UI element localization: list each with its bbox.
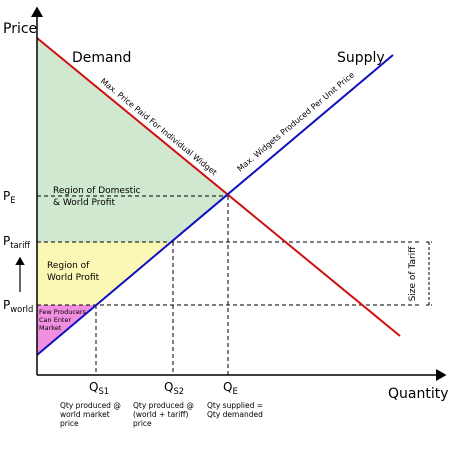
region-label: Region of Domestic bbox=[53, 186, 141, 196]
tariff-bracket bbox=[426, 241, 432, 306]
tariff-label: Size of Tariff bbox=[408, 246, 418, 302]
x-axis-label: Quantity bbox=[388, 386, 449, 402]
price-label: Pworld bbox=[3, 298, 33, 314]
price-label-sub: world bbox=[10, 304, 33, 314]
price-label: Ptariff bbox=[3, 234, 30, 250]
quantity-label: QS2 bbox=[164, 380, 184, 396]
quantity-caption: Qty produced @ bbox=[133, 401, 194, 410]
quantity-label-sub: S1 bbox=[98, 386, 109, 396]
quantity-label: QE bbox=[223, 380, 238, 396]
quantity-caption: (world + tariff) bbox=[133, 410, 189, 419]
price-label-symbol: P bbox=[3, 234, 10, 248]
quantity-caption: Qty demanded bbox=[207, 410, 263, 419]
price-label-sub: tariff bbox=[10, 240, 30, 250]
price-label-symbol: P bbox=[3, 298, 10, 312]
region-label: Few Producers bbox=[39, 308, 87, 316]
quantity-label-sub: S2 bbox=[173, 386, 184, 396]
quantity-label-symbol: Q bbox=[164, 380, 173, 394]
supply-curve bbox=[36, 54, 394, 356]
quantity-caption: world market bbox=[60, 410, 110, 419]
supply-caption: Max. Widgets Produced Per Unit Price bbox=[236, 70, 357, 173]
price-label: PE bbox=[3, 189, 16, 205]
quantity-caption: price bbox=[133, 419, 152, 428]
region-label: & World Profit bbox=[53, 198, 115, 208]
demand-curve bbox=[36, 37, 401, 337]
region-label: Market bbox=[39, 324, 62, 332]
region-label: Can Enter bbox=[39, 316, 71, 324]
quantity-caption: price bbox=[60, 419, 79, 428]
quantity-label-symbol: Q bbox=[223, 380, 232, 394]
y-axis-label: Price bbox=[3, 21, 37, 37]
supply-label: Supply bbox=[337, 50, 385, 66]
demand-label: Demand bbox=[72, 50, 131, 66]
region-label: World Profit bbox=[47, 273, 100, 283]
quantity-caption: Qty produced @ bbox=[60, 401, 121, 410]
quantity-caption: Qty supplied = bbox=[207, 401, 263, 410]
region-domestic bbox=[37, 38, 228, 242]
quantity-label-symbol: Q bbox=[89, 380, 98, 394]
region-label: Region of bbox=[47, 261, 90, 271]
price-label-symbol: P bbox=[3, 189, 10, 203]
quantity-label: QS1 bbox=[89, 380, 109, 396]
quantity-label-sub: E bbox=[232, 386, 237, 396]
region-world bbox=[37, 242, 173, 305]
price-label-sub: E bbox=[10, 195, 15, 205]
